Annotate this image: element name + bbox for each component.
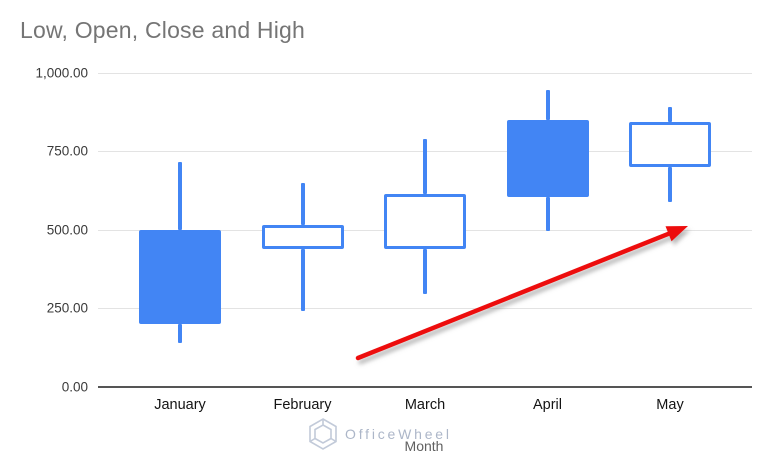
x-axis-tick-label: April (532, 397, 563, 413)
x-axis-tick-label: May (656, 397, 684, 413)
x-axis-tick-label: March (404, 397, 446, 413)
candlestick-lower-wick (423, 248, 427, 294)
candlestick-upper-wick (668, 107, 672, 122)
chart-title: Low, Open, Close and High (20, 17, 306, 43)
candlestick-body-january (139, 229, 221, 324)
candlestick-body-february (261, 225, 344, 249)
candlestick-body-may (629, 121, 711, 168)
candlestick-upper-wick (423, 138, 427, 194)
candlestick-upper-wick (545, 90, 550, 121)
candlestick-lower-wick (178, 323, 182, 343)
candlestick-upper-wick (178, 162, 182, 230)
candlestick-upper-wick (300, 182, 305, 226)
y-axis-tick-label: 250.00 (46, 300, 88, 316)
candlestick-lower-wick (668, 167, 672, 202)
candlestick-body-march (384, 193, 466, 249)
candlestick-lower-wick (300, 248, 305, 312)
gridline (98, 73, 752, 74)
candlestick-lower-wick (545, 196, 550, 232)
y-axis-tick-label: 750.00 (46, 143, 88, 159)
hexagon-logo-icon (309, 418, 337, 450)
x-axis-title: Month (404, 438, 444, 454)
x-axis-line (98, 385, 752, 388)
x-axis-tick-label: February (273, 397, 332, 413)
y-axis-tick-label: 1,000.00 (35, 65, 88, 81)
x-axis-tick-label: January (154, 397, 206, 413)
candlestick-body-april (506, 120, 589, 197)
y-axis-tick-label: 0.00 (61, 379, 88, 394)
y-axis-tick-label: 500.00 (46, 222, 88, 238)
